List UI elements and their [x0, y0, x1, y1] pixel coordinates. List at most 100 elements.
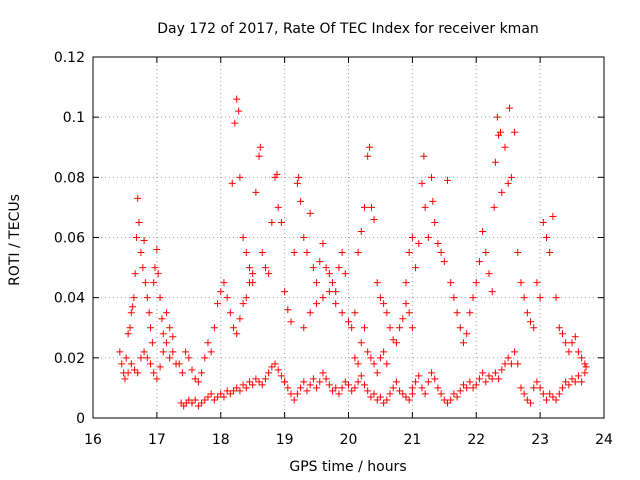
data-point	[549, 212, 557, 220]
data-point	[424, 234, 432, 241]
data-point	[402, 279, 410, 287]
data-point	[582, 363, 590, 371]
data-point	[523, 309, 531, 317]
data-point	[364, 152, 372, 160]
data-point	[185, 396, 193, 404]
data-point	[383, 360, 391, 368]
data-point	[485, 270, 493, 278]
y-tick-label: 0.06	[54, 231, 85, 247]
data-point	[258, 381, 266, 389]
data-point	[271, 360, 279, 368]
data-point	[552, 294, 560, 302]
data-point	[256, 143, 264, 151]
data-point	[370, 390, 378, 398]
data-point	[434, 384, 442, 392]
data-point	[495, 375, 503, 383]
data-point	[348, 387, 356, 395]
data-point	[453, 393, 461, 401]
data-point	[335, 390, 343, 398]
data-point	[370, 360, 378, 368]
data-point	[536, 294, 544, 302]
data-point	[287, 390, 295, 398]
data-point	[191, 396, 199, 404]
data-point	[389, 336, 397, 344]
data-point	[137, 354, 145, 362]
data-point	[405, 309, 413, 317]
data-point	[236, 315, 244, 323]
data-point	[306, 309, 314, 317]
data-point	[415, 240, 423, 248]
data-point	[252, 375, 260, 383]
data-point	[373, 279, 381, 287]
data-point	[418, 179, 426, 187]
data-point	[188, 366, 196, 374]
data-point	[408, 384, 416, 392]
data-point	[520, 390, 528, 398]
data-point	[376, 393, 384, 401]
data-point	[562, 339, 570, 347]
data-point	[284, 384, 292, 392]
data-point	[258, 249, 266, 257]
data-point	[504, 354, 512, 362]
data-point	[571, 333, 579, 341]
data-point	[137, 249, 145, 257]
data-point	[354, 378, 362, 386]
data-point	[118, 360, 126, 368]
data-point	[255, 378, 263, 386]
data-point	[207, 348, 215, 356]
data-point	[466, 378, 474, 386]
data-point	[300, 378, 308, 386]
data-point	[399, 315, 407, 323]
data-point	[456, 324, 464, 332]
data-point	[549, 393, 557, 401]
y-tick-label: 0.02	[54, 351, 85, 367]
data-point	[386, 324, 394, 332]
data-point	[309, 375, 317, 383]
data-point	[287, 318, 295, 326]
data-point	[565, 381, 573, 389]
data-point	[130, 294, 138, 302]
data-point	[459, 339, 467, 347]
data-point	[479, 227, 487, 235]
data-point	[539, 390, 547, 398]
data-point	[357, 372, 365, 380]
data-point	[153, 375, 161, 383]
data-point	[472, 279, 480, 287]
data-point	[514, 249, 522, 257]
y-tick-label: 0.08	[54, 170, 85, 186]
data-point	[366, 143, 374, 151]
data-point	[386, 390, 394, 398]
data-point	[357, 227, 365, 235]
data-point	[450, 390, 458, 398]
data-point	[300, 324, 308, 332]
data-point	[220, 393, 228, 401]
data-point	[376, 294, 384, 302]
data-point	[539, 218, 547, 226]
data-point	[341, 378, 349, 386]
data-point	[527, 399, 535, 407]
plot-frame	[92, 56, 605, 419]
data-point	[236, 173, 244, 181]
data-point	[408, 324, 416, 332]
data-point	[201, 354, 209, 362]
data-point	[389, 384, 397, 392]
data-point	[581, 360, 589, 368]
data-point	[143, 294, 151, 302]
data-point	[162, 309, 170, 317]
data-point	[392, 378, 400, 386]
data-point	[159, 348, 167, 356]
data-point	[450, 294, 458, 302]
data-point	[530, 324, 538, 332]
data-point	[300, 234, 308, 241]
data-point	[233, 330, 241, 338]
data-point	[127, 309, 135, 317]
data-point	[495, 131, 503, 139]
data-point	[204, 393, 212, 401]
data-point	[370, 215, 378, 223]
data-point	[154, 270, 162, 278]
data-point	[408, 234, 416, 241]
data-point	[231, 119, 239, 127]
data-point	[428, 369, 436, 377]
data-point	[129, 303, 137, 311]
